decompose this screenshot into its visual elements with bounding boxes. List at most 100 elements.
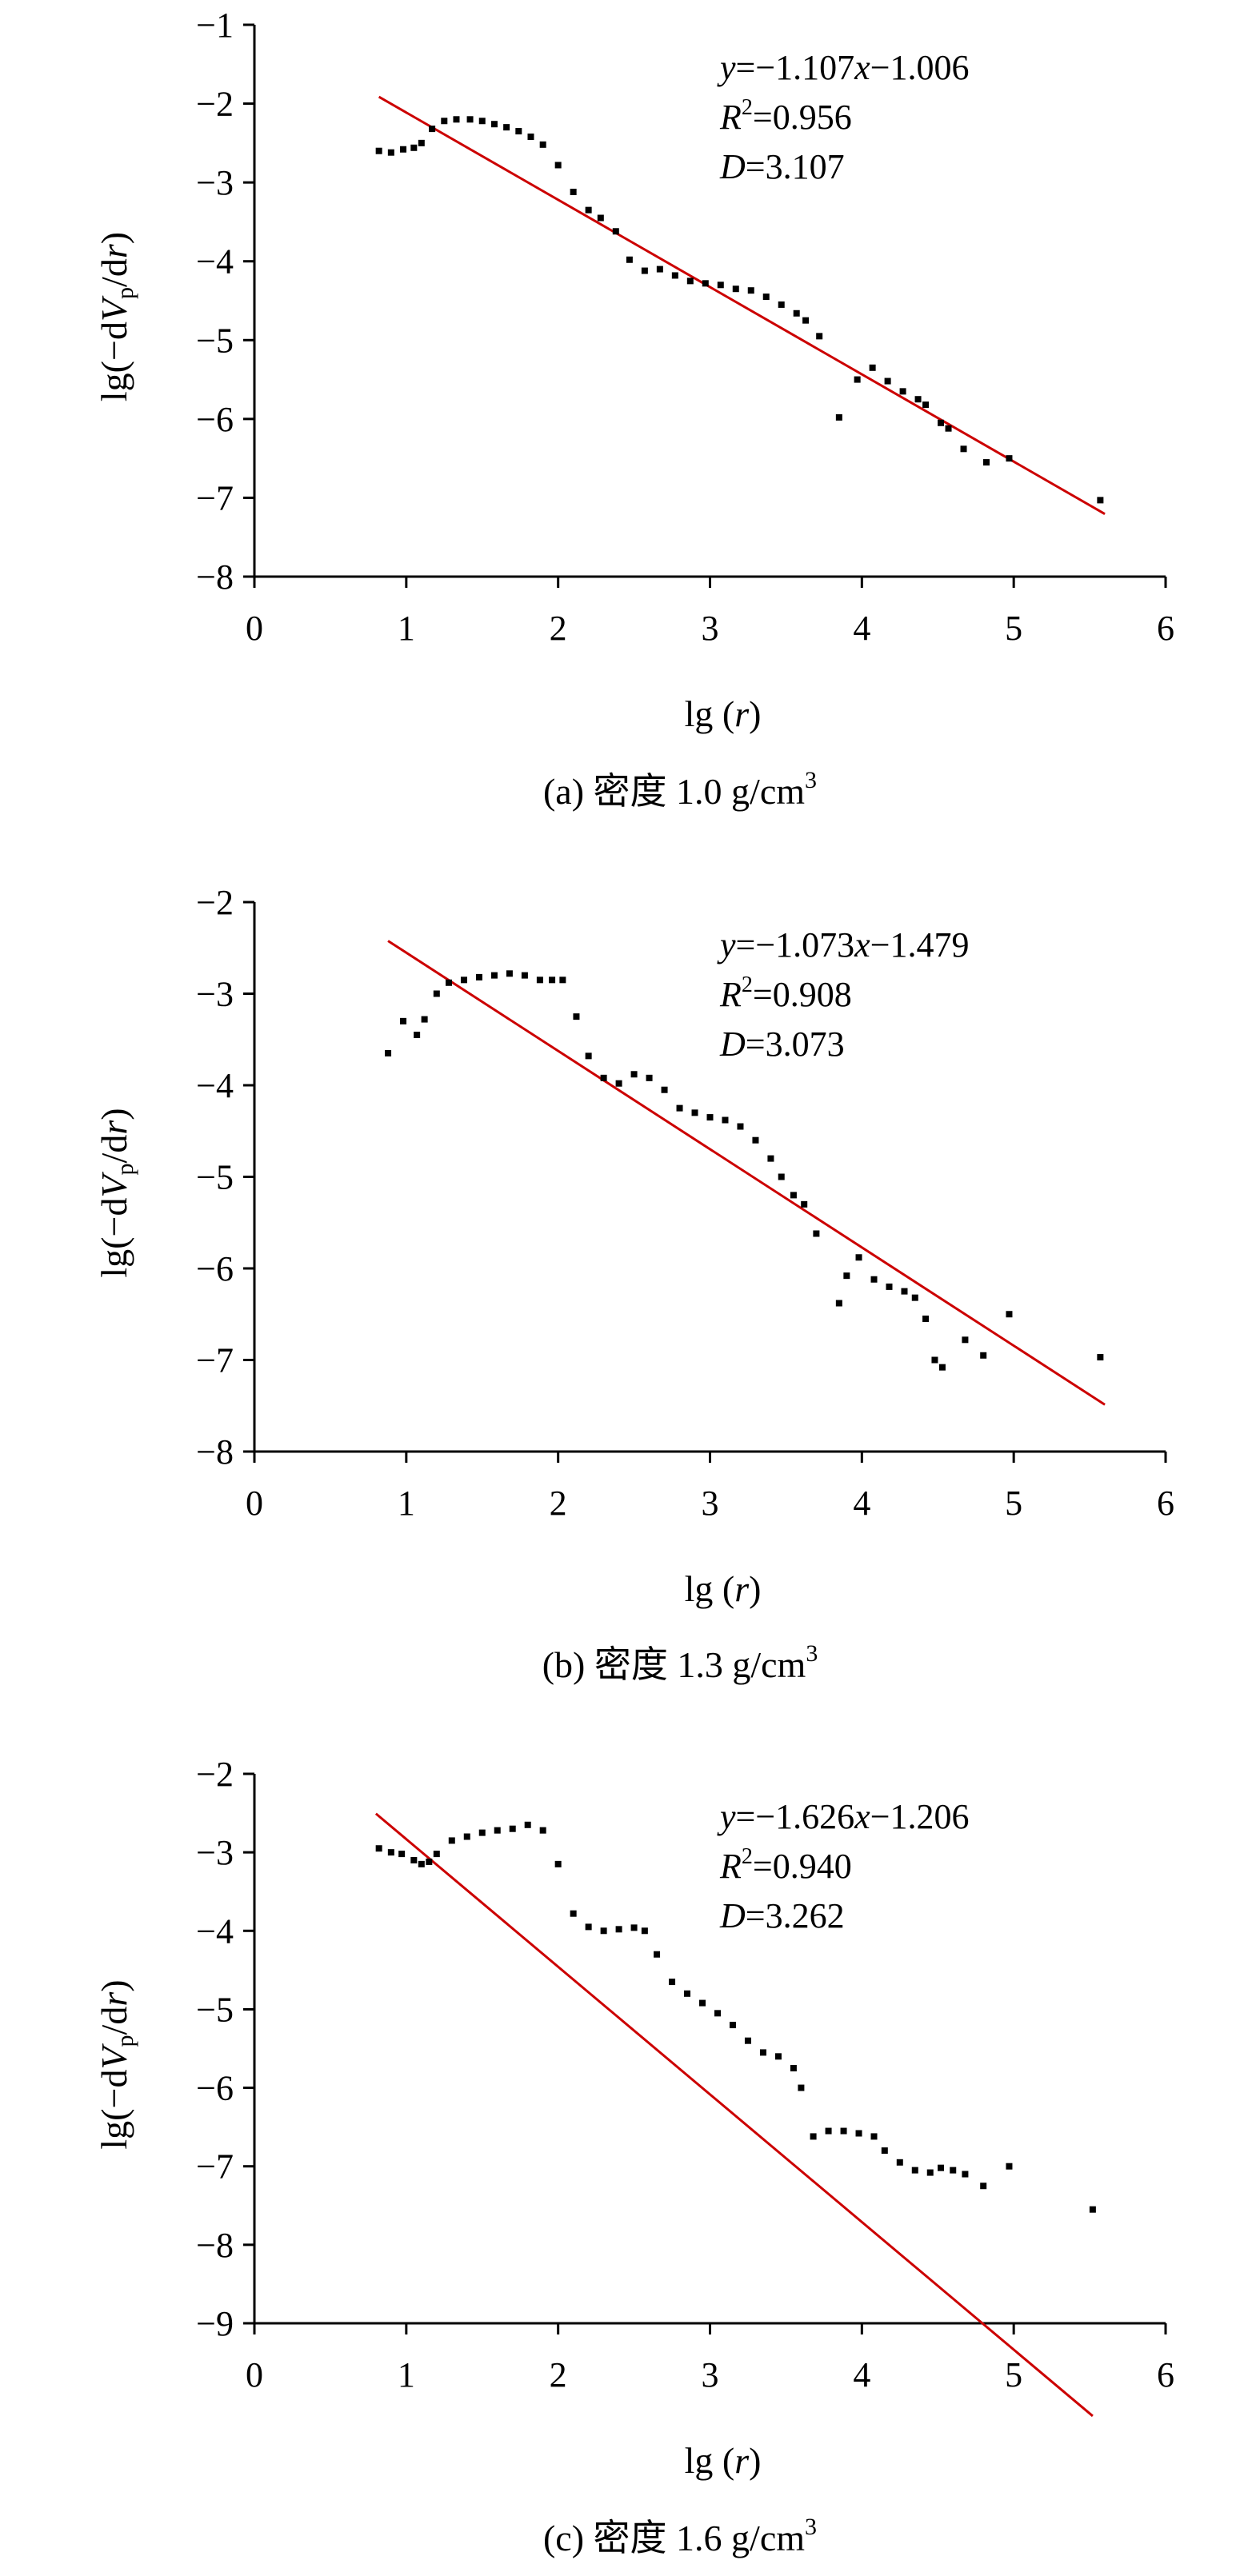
- data-point: [778, 1173, 785, 1180]
- data-point: [950, 2167, 957, 2174]
- data-point: [410, 1856, 418, 1863]
- data-point: [914, 396, 922, 403]
- data-point: [429, 126, 436, 133]
- data-point: [656, 266, 663, 273]
- data-point: [630, 1071, 638, 1078]
- data-point: [732, 286, 739, 293]
- y-tick-label: −5: [196, 1990, 234, 2029]
- data-point: [418, 1860, 425, 1867]
- data-point: [762, 294, 770, 301]
- y-tick-label: −4: [196, 1066, 234, 1105]
- y-tick-label: −5: [196, 1158, 234, 1197]
- y-tick-label: −7: [196, 478, 234, 517]
- data-point: [798, 2084, 805, 2091]
- data-point: [778, 301, 785, 308]
- data-point: [881, 2147, 888, 2155]
- data-point: [911, 2167, 918, 2174]
- chart-panel-a: −8 −7 −6 −5 −4 −3 −2 −1 0 1 2 3 4 5 6 lg (r) lg(−dVp/dr)…: [94, 6, 1174, 812]
- y-tick-label: −9: [196, 2304, 234, 2343]
- data-point: [1097, 1354, 1104, 1361]
- data-point: [646, 1074, 653, 1081]
- x-tick-label: 1: [398, 609, 415, 648]
- data-point: [521, 972, 528, 979]
- y-tick-label: −2: [196, 883, 234, 922]
- data-point: [802, 317, 810, 324]
- data-point: [453, 116, 460, 123]
- x-tick-label: 6: [1157, 2355, 1174, 2394]
- data-point: [559, 976, 566, 984]
- data-point: [549, 976, 556, 984]
- y-tick-label: −3: [196, 1833, 234, 1872]
- x-tick-label: 6: [1157, 609, 1174, 648]
- data-point: [421, 1016, 428, 1023]
- data-point: [630, 1924, 638, 1931]
- data-point: [1089, 2206, 1096, 2213]
- data-point: [478, 118, 486, 125]
- data-point: [982, 459, 990, 466]
- data-point: [706, 1114, 714, 1121]
- data-point: [793, 310, 800, 317]
- data-point: [816, 333, 823, 340]
- data-point: [901, 1288, 908, 1295]
- data-point: [400, 146, 407, 153]
- data-point: [1006, 455, 1013, 462]
- data-point: [539, 141, 546, 148]
- data-point: [774, 2053, 782, 2060]
- data-point: [475, 973, 482, 980]
- data-point: [612, 228, 619, 235]
- data-point: [418, 139, 425, 146]
- r-squared-label: R2=0.956: [719, 95, 852, 137]
- data-point: [398, 1851, 406, 1858]
- data-point: [414, 1032, 421, 1039]
- y-tick-label: −2: [196, 85, 234, 124]
- data-point: [854, 376, 861, 383]
- data-point: [729, 2022, 736, 2029]
- data-point: [870, 2133, 878, 2140]
- x-tick-label: 0: [246, 1484, 263, 1523]
- data-point: [869, 364, 876, 371]
- x-tick-label: 0: [246, 2355, 263, 2394]
- data-point: [641, 267, 648, 274]
- data-point: [931, 1356, 938, 1364]
- data-point: [938, 419, 945, 426]
- data-point: [626, 256, 633, 263]
- data-point: [962, 2171, 969, 2178]
- r-squared-label: R2=0.908: [719, 972, 852, 1014]
- x-tick-label: 1: [398, 2355, 415, 2394]
- data-point: [813, 1230, 820, 1237]
- data-point: [615, 1080, 622, 1087]
- data-point: [433, 1851, 440, 1858]
- data-point: [570, 188, 577, 195]
- data-point: [509, 1825, 516, 1832]
- data-point: [585, 1923, 592, 1931]
- x-tick-label: 4: [853, 609, 870, 648]
- y-tick-label: −7: [196, 2147, 234, 2187]
- data-point: [1097, 497, 1104, 504]
- data-point: [460, 976, 467, 984]
- data-point: [597, 214, 604, 222]
- y-tick-label: −6: [196, 2069, 234, 2108]
- y-axis-label: lg(−dVp/dr): [94, 1108, 138, 1277]
- data-point: [938, 2164, 945, 2171]
- data-point: [385, 1049, 392, 1056]
- y-tick-label: −5: [196, 321, 234, 360]
- data-point: [400, 1017, 407, 1024]
- data-point: [855, 1254, 862, 1261]
- x-tick-label: 3: [702, 2355, 719, 2394]
- data-point: [585, 1052, 592, 1060]
- data-point: [899, 388, 906, 395]
- fit-line: [374, 1812, 1094, 2418]
- data-point: [515, 128, 522, 135]
- data-point: [922, 1315, 930, 1322]
- data-point: [855, 2130, 862, 2137]
- r-squared-label: R2=0.940: [719, 1844, 852, 1886]
- x-axis-label: lg (r): [685, 1568, 762, 1609]
- data-point: [478, 1829, 486, 1836]
- data-point: [375, 147, 382, 154]
- data-point: [686, 278, 694, 285]
- data-point: [759, 2049, 766, 2056]
- data-point: [387, 149, 394, 156]
- data-point: [539, 1827, 546, 1834]
- fractal-dimension-label: D=3.262: [719, 1896, 845, 1935]
- data-point: [767, 1155, 774, 1162]
